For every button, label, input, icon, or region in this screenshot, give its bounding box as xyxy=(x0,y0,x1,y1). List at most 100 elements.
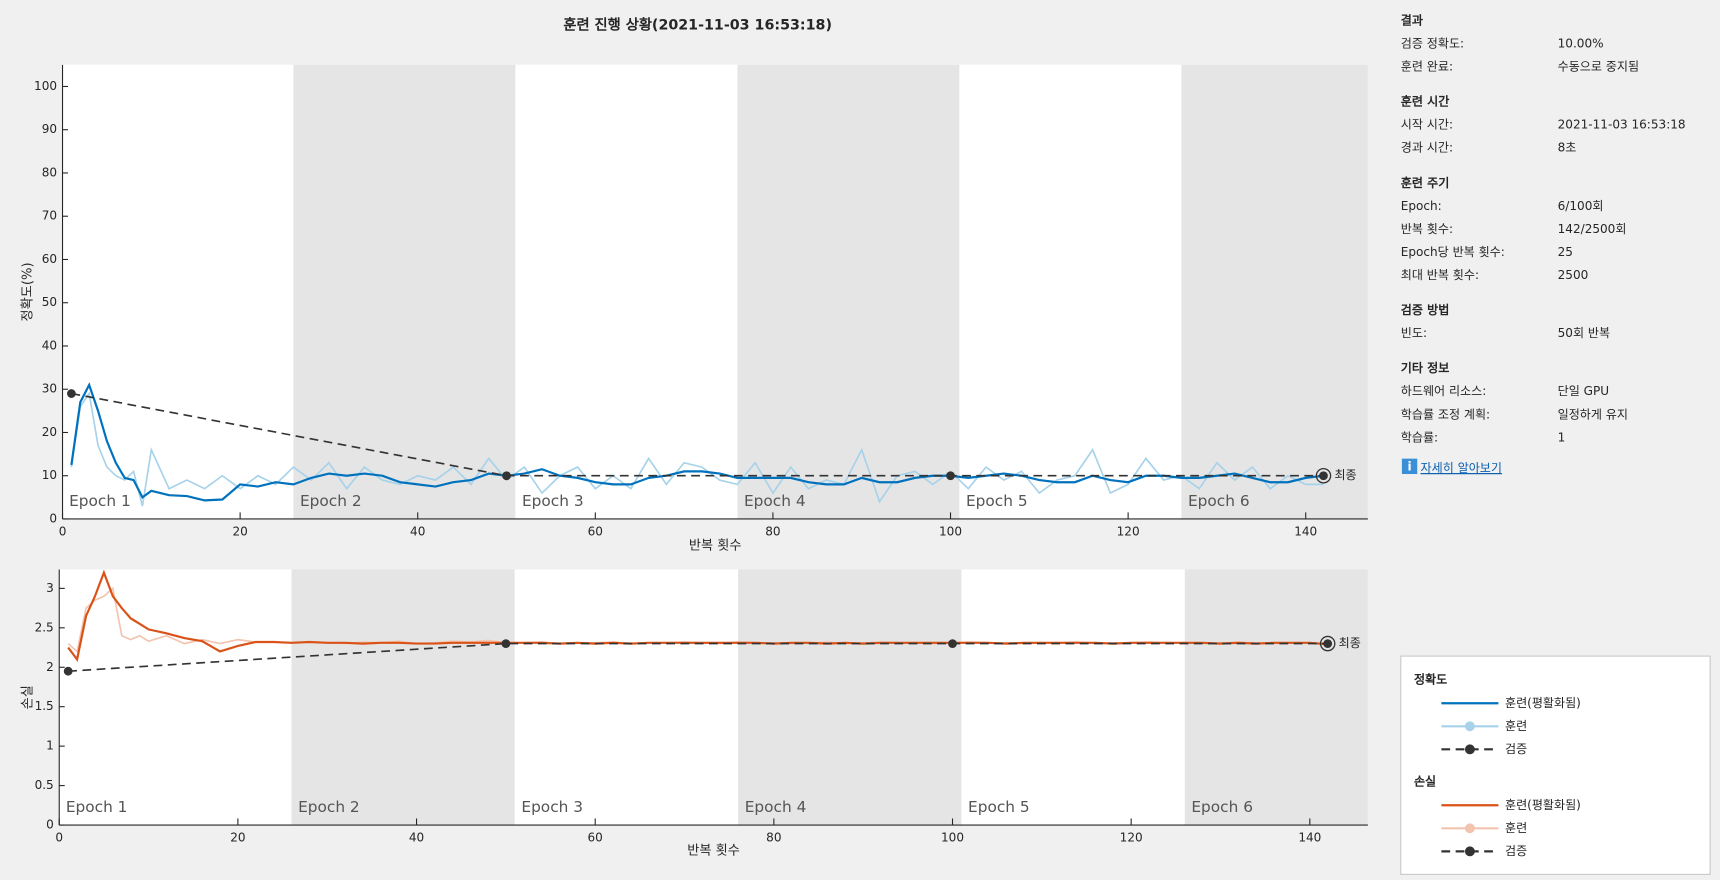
x-tick-label: 40 xyxy=(409,831,424,845)
info-label: 최대 반복 횟수: xyxy=(1401,268,1479,282)
epoch-band xyxy=(59,569,292,826)
info-value: 50회 반복 xyxy=(1558,326,1610,340)
learn-more-link[interactable]: 자세히 알아보기 xyxy=(1421,461,1502,475)
epoch-band xyxy=(62,64,294,519)
y-tick-label: 50 xyxy=(42,295,57,309)
x-tick-label: 60 xyxy=(588,831,603,845)
info-label: 학습률: xyxy=(1401,430,1438,444)
legend-label: 훈련 xyxy=(1505,719,1527,733)
x-tick-label: 140 xyxy=(1294,525,1317,539)
info-label: 빈도: xyxy=(1401,326,1427,340)
info-value: 수동으로 중지됨 xyxy=(1558,60,1639,74)
y-tick-label: 40 xyxy=(42,338,57,352)
x-tick-label: 120 xyxy=(1120,831,1143,845)
y-axis-label: 손실 xyxy=(19,685,35,709)
x-tick-label: 20 xyxy=(230,831,245,845)
legend-label: 검증 xyxy=(1505,844,1527,858)
y-tick-label: 100 xyxy=(34,79,57,93)
series-line xyxy=(70,382,1324,502)
epoch-label: Epoch 5 xyxy=(968,798,1030,816)
series-point xyxy=(502,471,511,481)
legend-label: 훈련 xyxy=(1505,821,1527,835)
x-tick-label: 60 xyxy=(588,525,603,539)
y-tick-label: 2 xyxy=(46,660,54,674)
final-label: 최종 xyxy=(1339,636,1361,650)
epoch-label: Epoch 6 xyxy=(1188,492,1250,510)
epoch-label: Epoch 3 xyxy=(521,798,583,816)
info-label: Epoch: xyxy=(1401,199,1442,213)
epoch-label: Epoch 3 xyxy=(522,492,584,510)
y-tick-label: 90 xyxy=(42,122,57,136)
legend-marker xyxy=(1464,744,1475,755)
legend-marker xyxy=(1464,721,1475,732)
legend-marker xyxy=(1464,846,1475,857)
x-tick-label: 20 xyxy=(232,525,247,539)
epoch-label: Epoch 1 xyxy=(66,798,128,816)
legend-label: 훈련(평활화됨) xyxy=(1505,798,1581,812)
info-icon-glyph: i xyxy=(1407,459,1411,473)
y-axis-label: 정확도(%) xyxy=(19,262,35,321)
y-tick-label: 30 xyxy=(42,382,57,396)
legend-title: 정확도 xyxy=(1414,672,1447,687)
series-line xyxy=(71,392,1324,477)
epoch-band xyxy=(293,64,516,519)
y-tick-label: 80 xyxy=(42,165,57,179)
epoch-band xyxy=(515,64,738,519)
x-tick-label: 80 xyxy=(765,525,780,539)
x-axis-label: 반복 횟수 xyxy=(687,842,740,858)
info-value: 단일 GPU xyxy=(1558,384,1609,398)
info-icon xyxy=(1401,458,1418,475)
y-tick-label: 3 xyxy=(46,581,54,595)
info-value: 1 xyxy=(1558,430,1566,444)
legend-box xyxy=(1400,655,1711,875)
series-point xyxy=(63,666,73,676)
section-title: 훈련 시간 xyxy=(1401,94,1450,109)
series-point xyxy=(67,389,76,398)
y-tick-label: 0 xyxy=(46,818,54,832)
x-tick-label: 120 xyxy=(1117,525,1140,539)
info-label: 훈련 완료: xyxy=(1401,60,1453,74)
y-tick-label: 60 xyxy=(42,252,57,266)
series-point xyxy=(1319,471,1328,481)
y-tick-label: 20 xyxy=(42,425,57,439)
y-tick-label: 2.5 xyxy=(35,620,54,634)
x-tick-label: 40 xyxy=(410,525,425,539)
series-line xyxy=(68,642,1328,673)
final-label: 최종 xyxy=(1334,468,1356,482)
epoch-label: Epoch 4 xyxy=(744,492,806,510)
section-title: 훈련 주기 xyxy=(1401,175,1450,190)
info-label: 시작 시간: xyxy=(1401,118,1453,132)
epoch-label: Epoch 4 xyxy=(745,798,807,816)
series-line xyxy=(70,391,1324,507)
epoch-band xyxy=(737,64,960,519)
info-label: 반복 횟수: xyxy=(1401,222,1453,236)
info-value: 6/100회 xyxy=(1558,199,1604,213)
y-tick-label: 0.5 xyxy=(35,778,54,792)
series-point xyxy=(948,639,957,648)
series-point xyxy=(501,639,511,648)
x-axis-label: 반복 횟수 xyxy=(689,537,742,553)
legend-label: 훈련(평활화됨) xyxy=(1505,696,1581,710)
info-label: Epoch당 반복 횟수: xyxy=(1401,245,1505,259)
info-value: 일정하게 유지 xyxy=(1558,407,1628,421)
epoch-label: Epoch 2 xyxy=(300,492,362,510)
epoch-band xyxy=(291,569,515,826)
info-value: 2500 xyxy=(1558,268,1589,282)
info-label: 검증 정확도: xyxy=(1401,37,1464,51)
window-title: 훈련 진행 상황(2021-11-03 16:53:18) xyxy=(563,15,832,33)
x-tick-label: 140 xyxy=(1298,831,1321,845)
epoch-label: Epoch 5 xyxy=(966,492,1028,510)
epoch-band xyxy=(1184,569,1368,826)
epoch-band xyxy=(514,569,739,826)
y-tick-label: 70 xyxy=(42,209,57,223)
legend-marker xyxy=(1464,823,1475,834)
epoch-label: Epoch 1 xyxy=(69,492,131,510)
x-tick-label: 100 xyxy=(941,831,964,845)
x-tick-label: 0 xyxy=(59,525,67,539)
epoch-band xyxy=(738,569,962,826)
section-title: 결과 xyxy=(1401,12,1423,27)
info-label: 하드웨어 리소스: xyxy=(1401,384,1486,398)
info-value: 10.00% xyxy=(1558,37,1604,51)
final-marker xyxy=(1315,467,1332,484)
